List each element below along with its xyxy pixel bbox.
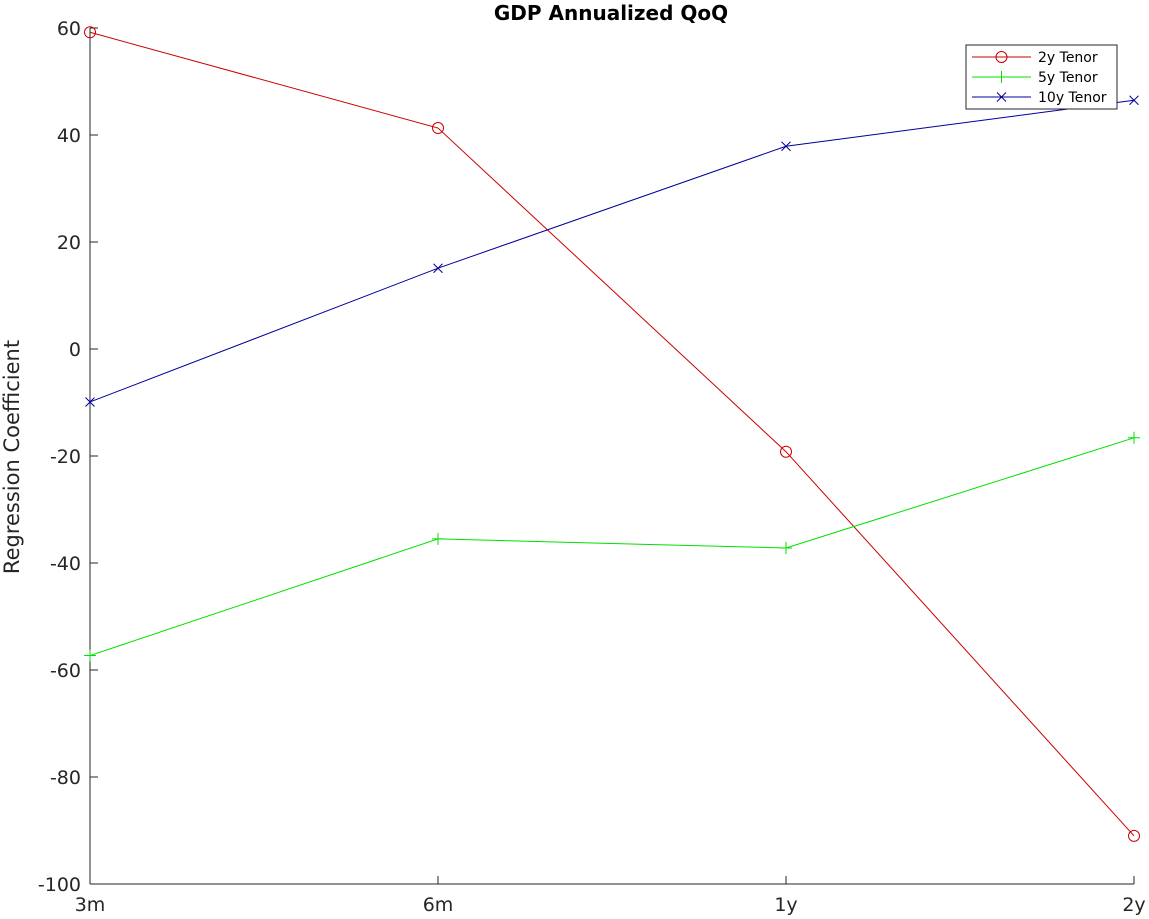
legend-marker [996, 92, 1007, 102]
data-point [780, 542, 792, 555]
y-tick-label: 40 [57, 125, 81, 147]
legend-entry: 10y Tenor [972, 90, 1107, 106]
data-point [84, 26, 96, 39]
data-point [1128, 431, 1140, 444]
data-point [1129, 95, 1139, 106]
legend-label: 2y Tenor [1038, 50, 1098, 66]
x-ticks: 3m 6m 1y 2y [75, 876, 1146, 916]
data-point [781, 141, 791, 152]
data-point [84, 649, 96, 662]
legend-marker [995, 51, 1008, 63]
plot-area: 60 40 20 0 -20 -40 -60 -80 -100 3m 6m 1y 2y [38, 18, 1146, 916]
series-line [89, 99, 1135, 403]
series-line [89, 31, 1135, 837]
data-point [85, 397, 95, 407]
x-tick-label: 2y [1122, 894, 1145, 916]
series-0 [84, 26, 1140, 842]
x-tick-label: 1y [774, 894, 797, 916]
x-tick-label: 3m [75, 894, 106, 916]
legend-label: 10y Tenor [1038, 90, 1107, 106]
chart-title: GDP Annualized QoQ [494, 1, 728, 25]
data-point [433, 263, 443, 274]
data-point [1128, 829, 1140, 842]
data-point [432, 532, 444, 545]
series-2 [85, 95, 1139, 407]
legend-marker [995, 71, 1008, 83]
y-tick-label: -60 [50, 660, 81, 682]
y-tick-label: -20 [50, 446, 81, 468]
data-point [780, 445, 792, 458]
y-tick-label: 0 [69, 339, 81, 361]
series-1 [84, 431, 1140, 662]
x-tick-label: 6m [423, 894, 454, 916]
legend: 2y Tenor 5y Tenor 10y Tenor [965, 44, 1118, 110]
y-tick-label: 20 [57, 232, 81, 254]
y-tick-label: -40 [50, 553, 81, 575]
legend-entry: 2y Tenor [972, 50, 1098, 66]
series-line [89, 437, 1135, 657]
legend-entry: 5y Tenor [972, 70, 1098, 86]
legend-label: 5y Tenor [1038, 70, 1098, 86]
y-tick-label: -80 [50, 767, 81, 789]
data-point [432, 122, 444, 135]
y-ticks: 60 40 20 0 -20 -40 -60 -80 -100 [38, 18, 98, 896]
y-tick-label: -100 [38, 874, 81, 896]
y-tick-label: 60 [57, 18, 81, 40]
y-axis-title: Regression Coefficient [0, 340, 24, 574]
series-layer [84, 26, 1140, 842]
